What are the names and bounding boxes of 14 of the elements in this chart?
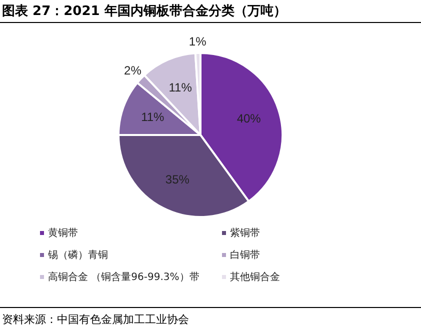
data-label: 1% [188,34,207,48]
legend-label: 高铜合金 （铜含量96-99.3%）带 [48,270,200,284]
data-label: 35% [165,172,190,187]
data-label: 2% [124,64,142,78]
data-label: 40% [236,112,262,126]
data-label: 11% [168,80,192,95]
data-label: 11% [141,110,165,124]
text: 资料来源：中国有色金属加工工业协会 [2,312,189,327]
legend-label: 黄铜带 [48,226,78,240]
legend-label: 其他铜合金 [230,270,280,284]
legend-label: 锡（磷）青铜 [48,248,108,262]
legend-label: 白铜带 [230,248,260,262]
legend-label: 紫铜带 [230,226,260,240]
chart-title: 图表 27：2021 年国内铜板带合金分类（万吨） [2,3,286,20]
